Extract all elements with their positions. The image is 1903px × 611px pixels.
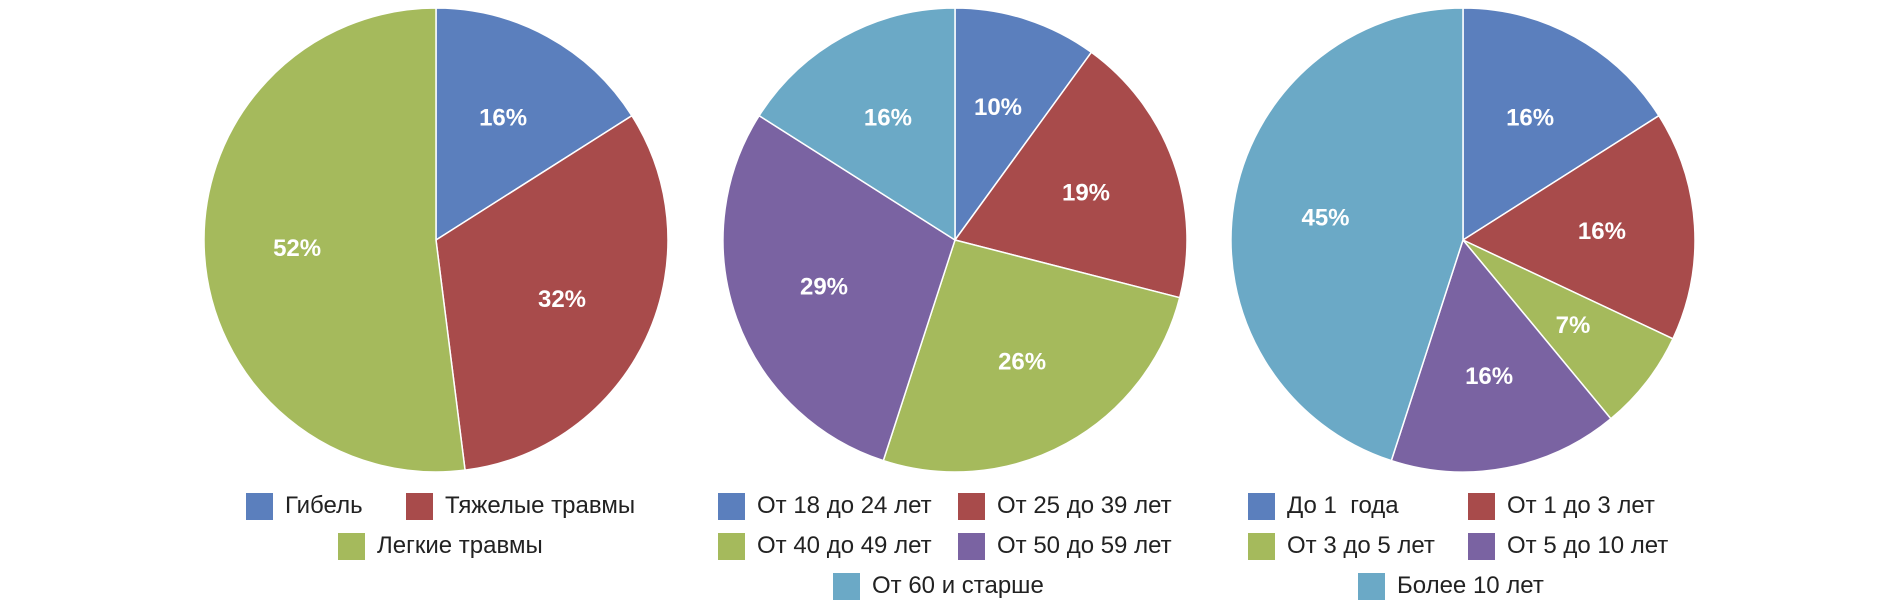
legend-item-от-50-до-59-лет: От 50 до 59 лет <box>958 531 1172 561</box>
legend-swatch <box>958 492 985 520</box>
pie-3-slice-от-1-до-3-лет <box>1461 114 1696 340</box>
pie-1-slice-тяжелые-травмы <box>435 114 669 472</box>
pie-3-value-label: 16% <box>1506 105 1554 132</box>
legend-item-тяжелые-травмы: Тяжелые травмы <box>406 491 635 521</box>
legend-label: Тяжелые травмы <box>445 492 636 519</box>
pie-3-value-label: 16% <box>1578 218 1626 245</box>
legend-swatch <box>1358 572 1385 600</box>
pie-3-slice-более-10-лет <box>1230 7 1464 462</box>
legend-label: От 60 и старше <box>872 572 1044 599</box>
legend-label: От 18 до 24 лет <box>757 492 932 519</box>
legend-swatch <box>1248 492 1275 520</box>
legend-swatch <box>1468 492 1495 520</box>
pie-2-value-label: 19% <box>1062 179 1110 206</box>
legend-item-от-3-до-5-лет: От 3 до 5 лет <box>1248 531 1435 561</box>
legend-item-легкие-травмы: Легкие травмы <box>338 531 543 561</box>
legend-item-гибель: Гибель <box>246 491 363 521</box>
pie-3-value-label: 16% <box>1465 363 1513 390</box>
pie-3-value-label: 45% <box>1301 205 1349 232</box>
legend-swatch <box>718 492 745 520</box>
pie-2-slice-от-40-до-49-лет <box>882 239 1181 473</box>
legend-label: Более 10 лет <box>1397 572 1544 599</box>
legend-item-от-60-и-старше: От 60 и старше <box>833 571 1044 601</box>
pie-3-slice-до-1-года <box>1462 7 1660 242</box>
pie-2-slice-от-60-и-старше <box>758 7 956 242</box>
legend-item-от-1-до-3-лет: От 1 до 3 лет <box>1468 491 1655 521</box>
legend-label: От 5 до 10 лет <box>1507 532 1669 559</box>
pie-2-value-label: 10% <box>974 94 1022 121</box>
legend-swatch <box>1248 532 1275 560</box>
pie-2-slice-от-50-до-59-лет <box>722 114 956 462</box>
legend-label: От 1 до 3 лет <box>1507 492 1655 519</box>
pie-1-value-label: 32% <box>538 286 586 313</box>
pie-3-slice-от-5-до-10-лет <box>1390 238 1612 473</box>
legend-label: От 3 до 5 лет <box>1287 532 1435 559</box>
legend-item-от-40-до-49-лет: От 40 до 49 лет <box>718 531 932 561</box>
legend-swatch <box>718 532 745 560</box>
legend-swatch <box>246 492 273 520</box>
pie-2-value-label: 16% <box>864 105 912 132</box>
pie-2-slice-от-25-до-39-лет <box>953 51 1188 299</box>
legend-swatch <box>406 492 433 520</box>
legend-label: Легкие травмы <box>377 532 543 559</box>
pie-3-slice-от-3-до-5-лет <box>1462 239 1674 420</box>
legend-swatch <box>958 532 985 560</box>
legend-label: До 1 года <box>1287 492 1399 519</box>
legend-label: От 25 до 39 лет <box>997 492 1172 519</box>
pie-1-value-label: 52% <box>273 235 321 262</box>
legend-swatch <box>338 532 365 560</box>
legend-item-более-10-лет: Более 10 лет <box>1358 571 1544 601</box>
legend-item-до-1-года: До 1 года <box>1248 491 1399 521</box>
legend-swatch <box>1468 532 1495 560</box>
pie-2-slice-от-18-до-24-лет <box>954 7 1093 243</box>
legend-label: Гибель <box>285 492 363 519</box>
legend-item-от-18-до-24-лет: От 18 до 24 лет <box>718 491 932 521</box>
legend-item-от-5-до-10-лет: От 5 до 10 лет <box>1468 531 1668 561</box>
pie-2-value-label: 26% <box>998 349 1046 376</box>
legend-label: От 40 до 49 лет <box>757 532 932 559</box>
pie-1-slice-гибель <box>435 7 633 242</box>
legend-label: От 50 до 59 лет <box>997 532 1172 559</box>
pie-1-slice-легкие-травмы <box>203 7 466 473</box>
pie-2-value-label: 29% <box>800 274 848 301</box>
pie-1-value-label: 16% <box>479 105 527 132</box>
pie-3-value-label: 7% <box>1556 312 1591 339</box>
legend-item-от-25-до-39-лет: От 25 до 39 лет <box>958 491 1172 521</box>
legend-swatch <box>833 572 860 600</box>
